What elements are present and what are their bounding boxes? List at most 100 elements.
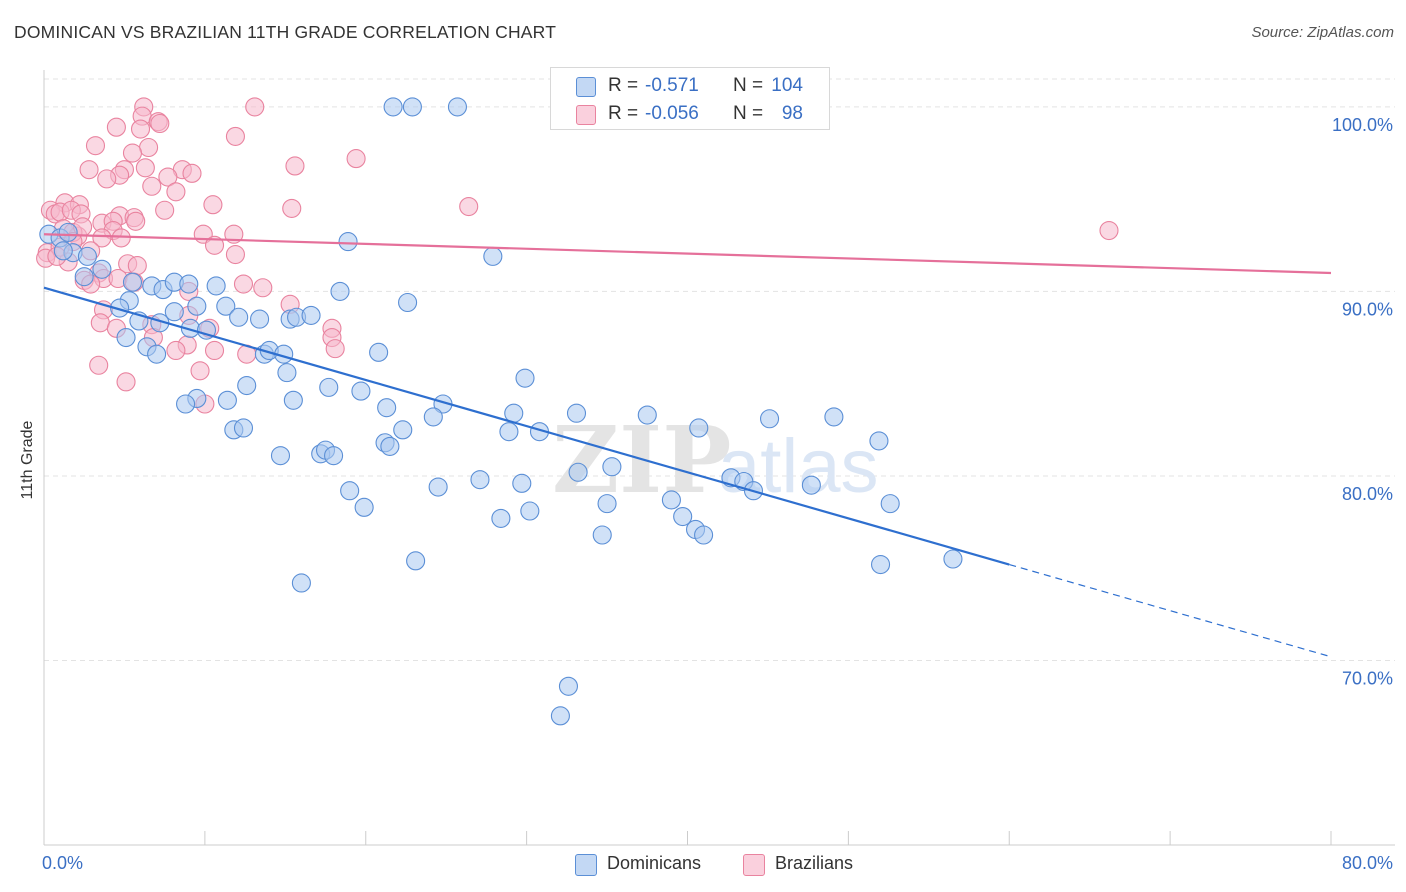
y-tick-label: 70.0%	[1342, 668, 1393, 688]
brazilian-point	[111, 228, 131, 248]
dominican-point	[597, 494, 617, 514]
x-tick-label: 80.0%	[1342, 853, 1393, 873]
dominican-point	[880, 494, 900, 514]
dominican-point	[380, 436, 400, 456]
legend-r-value: -0.571	[645, 75, 699, 96]
brazilian-point	[233, 274, 254, 294]
brazilian-point	[225, 126, 245, 146]
dominican-point	[187, 296, 207, 316]
brazilian-point	[204, 235, 225, 255]
legend-swatch-pink	[743, 854, 765, 876]
dominican-point	[217, 390, 237, 410]
dominican-point	[338, 232, 358, 252]
dominican-point	[147, 344, 167, 364]
dominican-point	[164, 302, 184, 322]
dominican-point	[406, 551, 426, 571]
dominican-point	[110, 298, 130, 318]
dominican-point	[301, 305, 321, 325]
brazilian-point	[158, 167, 178, 187]
brazilian-point	[190, 361, 210, 381]
dominican-point	[483, 246, 503, 266]
legend-swatch-blue	[575, 854, 597, 876]
dominican-point	[324, 446, 344, 466]
dominican-point	[122, 272, 143, 292]
brazilian-point	[85, 136, 106, 156]
dominican-point	[550, 706, 570, 726]
dominican-point	[637, 405, 657, 425]
brazilian-point	[253, 278, 273, 298]
brazilian-point	[245, 97, 265, 117]
dominican-point	[558, 676, 579, 696]
legend-label-brazilians: Brazilians	[775, 853, 854, 873]
legend-n-label: N =	[733, 75, 764, 96]
dominican-point	[470, 470, 490, 490]
brazilian-point	[97, 169, 117, 189]
dominican-point	[568, 462, 588, 482]
dominican-point	[602, 457, 622, 477]
legend-label-dominicans: Dominicans	[607, 853, 702, 873]
brazilian-point	[89, 355, 109, 375]
dominican-point	[354, 497, 374, 517]
dominican-point	[277, 363, 297, 383]
dominican-point	[74, 267, 94, 287]
legend-n-value: 98	[781, 103, 803, 124]
legend-n-value: 104	[771, 75, 803, 96]
dominican-point	[402, 97, 422, 117]
legend-r-label: R =	[608, 75, 639, 96]
brazilian-point	[90, 313, 110, 333]
dominican-point	[869, 431, 889, 451]
dominican-trend-extension	[1009, 563, 1332, 658]
brazilian-point	[282, 198, 302, 218]
dominican-point	[447, 97, 467, 117]
brazilian-point	[1099, 220, 1119, 241]
legend-swatch-blue	[576, 77, 596, 97]
dominican-point	[673, 506, 693, 527]
brazilian-point	[150, 113, 170, 134]
x-tick-label: 0.0%	[42, 853, 83, 873]
dominican-point	[943, 549, 963, 569]
dominican-point	[216, 296, 236, 316]
dominican-point	[566, 403, 587, 423]
dominican-point	[377, 398, 397, 418]
brazilian-point	[459, 196, 479, 217]
brazilian-point	[139, 137, 159, 158]
brazilian-point	[285, 156, 305, 176]
chart-title: DOMINICAN VS BRAZILIAN 11TH GRADE CORREL…	[14, 22, 557, 42]
dominican-point	[759, 409, 780, 429]
dominican-point	[515, 368, 535, 388]
dominican-point	[398, 292, 418, 313]
dominican-point	[58, 222, 78, 242]
dominican-point	[250, 309, 270, 329]
dominican-point	[92, 259, 112, 279]
dominican-point	[694, 525, 714, 545]
dominican-point	[270, 446, 291, 466]
dominican-point	[423, 407, 443, 427]
brazilian-point	[135, 158, 155, 178]
brazilian-point	[325, 339, 345, 359]
dominican-point	[176, 394, 196, 414]
dominican-point	[116, 328, 136, 348]
brazilian-point	[203, 195, 223, 215]
brazilian-point	[225, 244, 245, 265]
brazilian-point	[92, 228, 112, 248]
brazilian-point	[130, 119, 151, 139]
brazilian-point	[122, 143, 143, 163]
legend-r-value: -0.056	[645, 103, 699, 124]
brazilian-point	[346, 149, 366, 169]
stats-legend: R = -0.571 N = 104 R = -0.056 N = 98	[550, 67, 830, 130]
brazilian-point	[182, 163, 202, 183]
y-tick-label: 100.0%	[1332, 115, 1393, 135]
dominican-point	[689, 418, 709, 438]
brazilian-trend-line	[43, 233, 1332, 275]
legend-n-label: N =	[733, 103, 764, 124]
dominican-point	[824, 407, 844, 427]
dominican-point	[491, 508, 511, 528]
dominican-point	[237, 375, 257, 396]
brazilian-point	[126, 211, 146, 231]
dominican-point	[661, 490, 681, 510]
brazilian-point	[166, 182, 186, 202]
brazilian-point	[106, 117, 126, 137]
brazilian-point	[155, 200, 175, 220]
source-label: Source: ZipAtlas.com	[1251, 24, 1394, 41]
